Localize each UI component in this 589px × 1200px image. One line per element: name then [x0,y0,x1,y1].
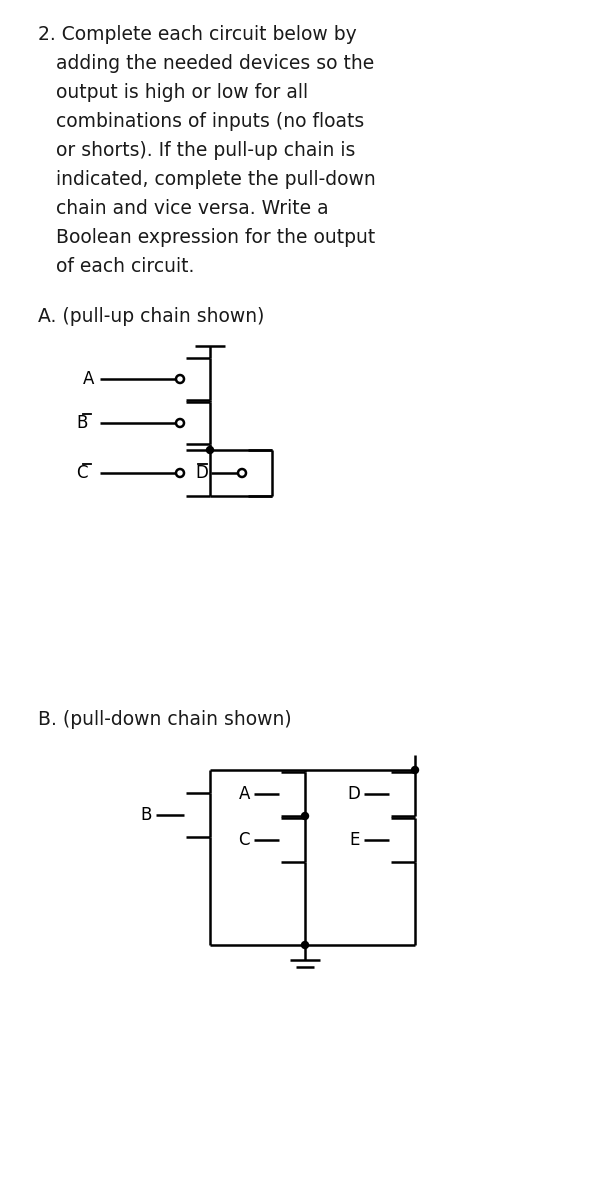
Text: indicated, complete the pull-down: indicated, complete the pull-down [38,170,376,188]
Text: output is high or low for all: output is high or low for all [38,83,308,102]
Text: C: C [239,830,250,850]
Text: or shorts). If the pull-up chain is: or shorts). If the pull-up chain is [38,140,355,160]
Text: A. (pull-up chain shown): A. (pull-up chain shown) [38,307,264,326]
Text: combinations of inputs (no floats: combinations of inputs (no floats [38,112,364,131]
Circle shape [302,942,309,948]
Circle shape [207,446,213,454]
Circle shape [412,767,419,774]
Text: B. (pull-down chain shown): B. (pull-down chain shown) [38,710,292,728]
Text: of each circuit.: of each circuit. [38,257,194,276]
Text: D: D [195,464,208,482]
Text: C: C [77,464,88,482]
Text: A: A [239,785,250,803]
Text: B: B [141,806,152,824]
Text: E: E [350,830,360,850]
Text: D: D [347,785,360,803]
Text: 2. Complete each circuit below by: 2. Complete each circuit below by [38,25,357,44]
Text: B: B [77,414,88,432]
Text: chain and vice versa. Write a: chain and vice versa. Write a [38,199,329,218]
Text: A: A [82,370,94,388]
Text: Boolean expression for the output: Boolean expression for the output [38,228,375,247]
Circle shape [302,812,309,820]
Text: adding the needed devices so the: adding the needed devices so the [38,54,374,73]
